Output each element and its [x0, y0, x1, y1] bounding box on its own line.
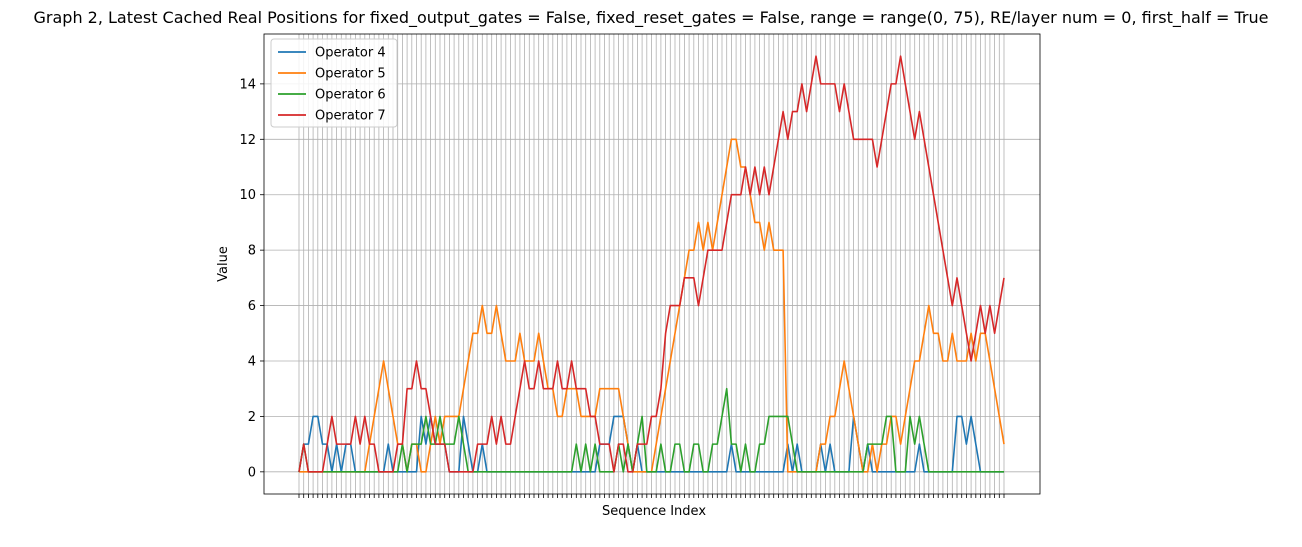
- y-tick-label: 12: [239, 133, 256, 148]
- x-axis-label: Sequence Index: [602, 504, 706, 519]
- y-axis-label: Value: [216, 246, 231, 282]
- legend-label: Operator 4: [315, 46, 386, 61]
- x-ticks: [298, 494, 1005, 498]
- y-tick-label: 2: [248, 410, 256, 425]
- y-ticks: 0 2 4 6 8 10 12 14: [239, 77, 264, 480]
- y-tick-label: 6: [248, 299, 256, 314]
- y-tick-label: 4: [248, 354, 256, 369]
- y-tick-label: 0: [248, 465, 256, 480]
- series-line-7: [298, 55, 1005, 473]
- series-lines: [298, 55, 1005, 473]
- legend-label: Operator 7: [315, 109, 386, 124]
- chart-title: Graph 2, Latest Cached Real Positions fo…: [34, 8, 1269, 28]
- y-tick-label: 14: [239, 77, 256, 92]
- y-gridlines: [264, 83, 1040, 473]
- legend-box: [270, 38, 398, 128]
- series-line-6: [298, 387, 1004, 473]
- plot-frame: [263, 33, 1041, 495]
- y-tick-label: 8: [248, 244, 256, 259]
- legend-label: Operator 5: [315, 67, 386, 82]
- legend: Operator 4 Operator 5 Operator 6 Operator 7: [270, 38, 398, 128]
- legend-label: Operator 6: [315, 88, 386, 103]
- y-tick-label: 10: [239, 188, 256, 203]
